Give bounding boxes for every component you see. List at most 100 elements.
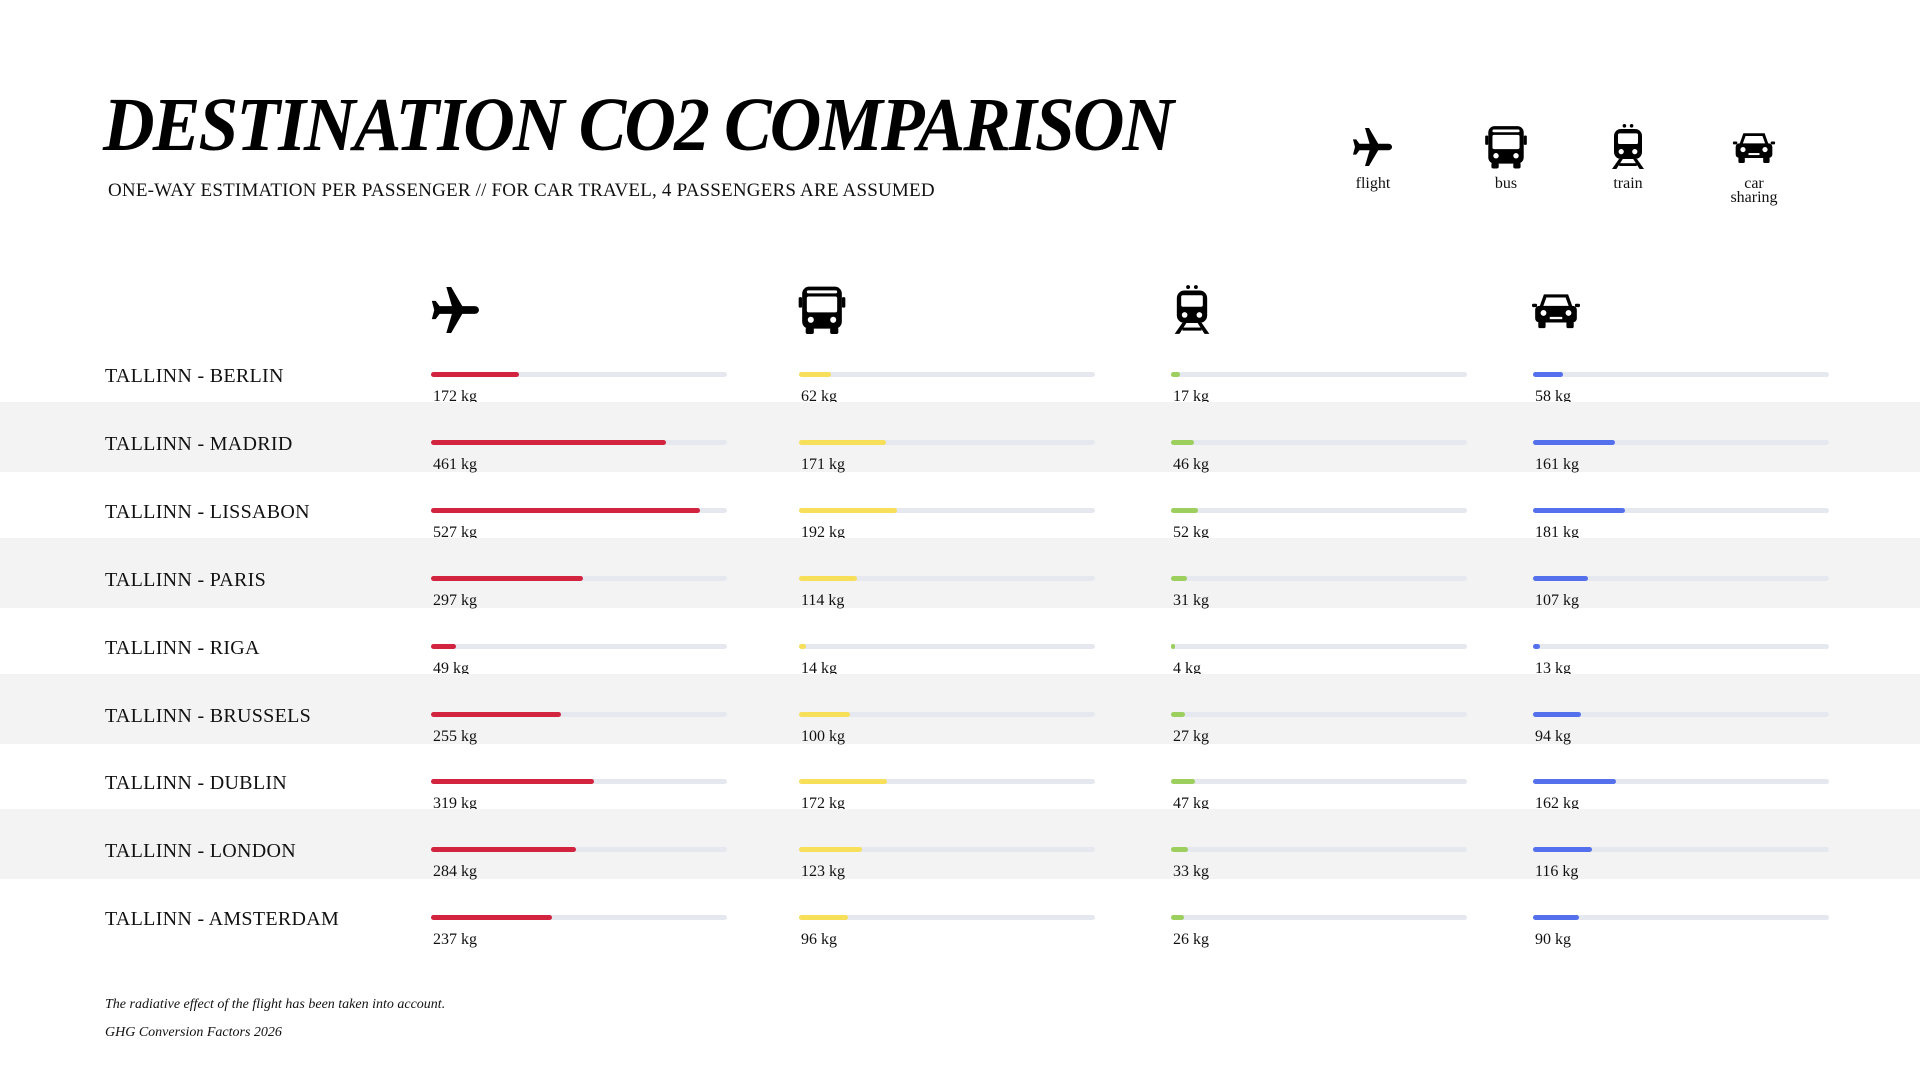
bar-value-label: 26 kg bbox=[1173, 931, 1209, 949]
bar-value-label: 162 kg bbox=[1535, 795, 1579, 813]
bus-icon bbox=[794, 282, 850, 343]
route-label: TALLINN - BRUSSELS bbox=[105, 704, 312, 727]
bar-value-label: 161 kg bbox=[1535, 455, 1579, 473]
bar-track bbox=[1533, 643, 1829, 649]
legend-label-line: bus bbox=[1494, 175, 1518, 192]
bar-track bbox=[799, 915, 1095, 921]
train-icon bbox=[1166, 284, 1218, 341]
bar-value-label: 27 kg bbox=[1173, 727, 1209, 745]
bar-plane bbox=[431, 439, 667, 445]
legend-item-plane: flight bbox=[1318, 122, 1428, 192]
route-label: TALLINN - BERLIN bbox=[105, 365, 284, 387]
bar-train bbox=[1171, 575, 1187, 581]
bar-track bbox=[1171, 779, 1467, 785]
bar-plane bbox=[431, 711, 562, 717]
bar-track bbox=[799, 779, 1095, 785]
bar-car bbox=[1533, 507, 1626, 513]
bar-value-label: 237 kg bbox=[433, 931, 477, 949]
legend-label-line: flight bbox=[1355, 175, 1391, 192]
bar-track bbox=[799, 575, 1095, 581]
bar-value-label: 116 kg bbox=[1535, 863, 1579, 881]
bar-car bbox=[1533, 439, 1616, 445]
bar-track bbox=[431, 643, 727, 649]
bar-value-label: 13 kg bbox=[1535, 659, 1571, 677]
column-header-bus-icon bbox=[794, 282, 850, 342]
legend-item-car: car sharing bbox=[1699, 122, 1809, 206]
bar-value-label: 255 kg bbox=[433, 727, 477, 745]
bar-track bbox=[431, 711, 727, 717]
bar-track bbox=[1171, 847, 1467, 853]
bar-track bbox=[799, 847, 1095, 853]
bar-plane bbox=[431, 372, 519, 377]
bar-value-label: 284 kg bbox=[433, 863, 477, 881]
bar-plane bbox=[431, 643, 456, 649]
bar-track bbox=[799, 372, 1095, 377]
bar-train bbox=[1171, 711, 1185, 717]
bar-value-label: 107 kg bbox=[1535, 591, 1579, 609]
bar-value-label: 181 kg bbox=[1535, 523, 1579, 541]
bar-value-label: 14 kg bbox=[801, 659, 837, 677]
bar-track bbox=[799, 439, 1095, 445]
bar-track bbox=[431, 779, 727, 785]
legend-label-line: car bbox=[1744, 175, 1764, 192]
bar-value-label: 96 kg bbox=[801, 931, 837, 949]
bar-value-label: 172 kg bbox=[801, 795, 845, 813]
bar-value-label: 58 kg bbox=[1535, 388, 1571, 405]
column-header-train-icon bbox=[1166, 282, 1218, 342]
bar-value-label: 49 kg bbox=[433, 659, 469, 677]
bar-track bbox=[431, 507, 727, 513]
legend-item-train: train bbox=[1573, 122, 1683, 192]
bar-track bbox=[799, 643, 1095, 649]
bar-value-label: 94 kg bbox=[1535, 727, 1571, 745]
car-icon bbox=[1531, 285, 1581, 340]
legend-label-line: train bbox=[1613, 175, 1643, 192]
legend-label: flight bbox=[1355, 175, 1391, 192]
row-band bbox=[0, 809, 1920, 880]
bar-track bbox=[1171, 575, 1467, 581]
bar-bus bbox=[799, 847, 862, 853]
bar-value-label: 17 kg bbox=[1173, 388, 1209, 405]
bar-bus bbox=[799, 779, 887, 785]
bar-track bbox=[1533, 915, 1829, 921]
legend-label: bus bbox=[1494, 175, 1518, 192]
bar-bus bbox=[799, 439, 887, 445]
bar-value-label: 527 kg bbox=[433, 523, 477, 541]
bar-value-label: 46 kg bbox=[1173, 455, 1209, 473]
bar-track bbox=[1171, 372, 1467, 377]
bar-car bbox=[1533, 711, 1581, 717]
bar-value-label: 172 kg bbox=[433, 388, 477, 405]
route-label: TALLINN - RIGA bbox=[105, 636, 260, 659]
bar-track bbox=[1533, 575, 1829, 581]
row-band bbox=[0, 401, 1920, 472]
column-header-car-icon bbox=[1531, 282, 1581, 342]
route-label: TALLINN - PARIS bbox=[105, 568, 267, 591]
bar-train bbox=[1171, 847, 1188, 853]
bar-track bbox=[799, 507, 1095, 513]
bar-value-label: 114 kg bbox=[801, 591, 845, 609]
bar-track bbox=[1533, 779, 1829, 785]
bar-value-label: 4 kg bbox=[1173, 659, 1201, 677]
bar-car bbox=[1533, 372, 1563, 377]
bar-track bbox=[431, 847, 727, 853]
bar-value-label: 100 kg bbox=[801, 727, 845, 745]
row-band bbox=[0, 673, 1920, 744]
row-band bbox=[0, 537, 1920, 608]
bar-value-label: 33 kg bbox=[1173, 863, 1209, 881]
legend-label: train bbox=[1613, 175, 1643, 192]
bar-track bbox=[1171, 711, 1467, 717]
bar-value-label: 192 kg bbox=[801, 523, 845, 541]
bar-value-label: 171 kg bbox=[801, 455, 845, 473]
bar-bus bbox=[799, 643, 807, 649]
bar-train bbox=[1171, 372, 1180, 377]
bar-value-label: 319 kg bbox=[433, 795, 477, 813]
page-subtitle: ONE-WAY ESTIMATION PER PASSENGER // FOR … bbox=[108, 180, 935, 201]
bar-train bbox=[1171, 779, 1195, 785]
bar-bus bbox=[799, 507, 897, 513]
bar-plane bbox=[431, 915, 552, 921]
bar-bus bbox=[799, 575, 858, 581]
legend-label-line: sharing bbox=[1730, 189, 1778, 206]
bar-track bbox=[1171, 439, 1467, 445]
bar-plane bbox=[431, 779, 594, 785]
bar-train bbox=[1171, 439, 1195, 445]
